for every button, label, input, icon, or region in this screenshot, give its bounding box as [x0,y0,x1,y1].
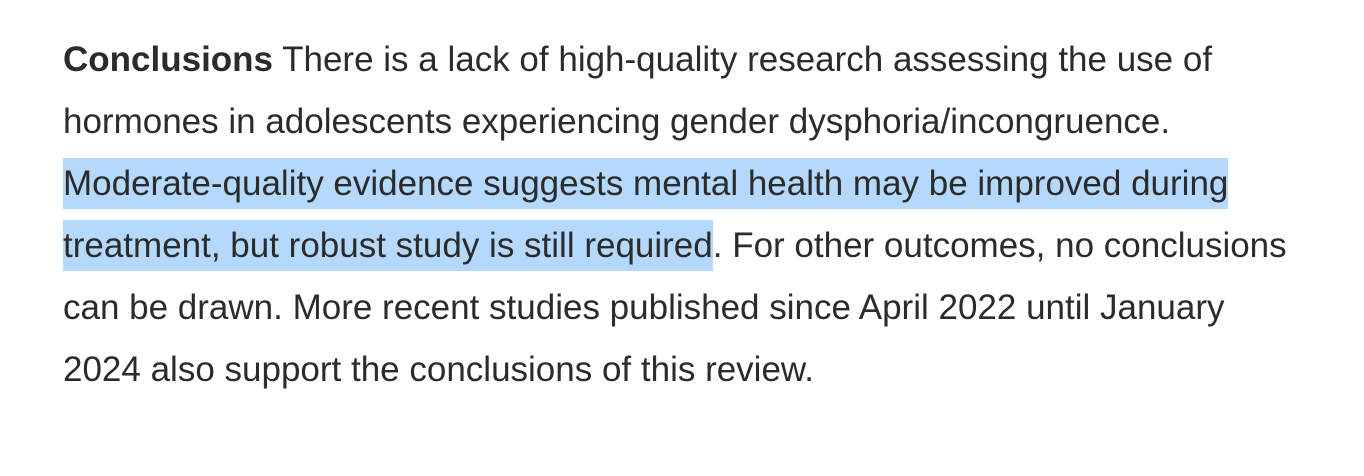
section-label: Conclusions [63,40,274,79]
text-before: There is a lack of high-quality research… [63,40,1213,141]
conclusions-paragraph: Conclusions There is a lack of high-qual… [63,29,1298,401]
text-after: . For other outcomes, no conclusions can… [63,226,1287,389]
